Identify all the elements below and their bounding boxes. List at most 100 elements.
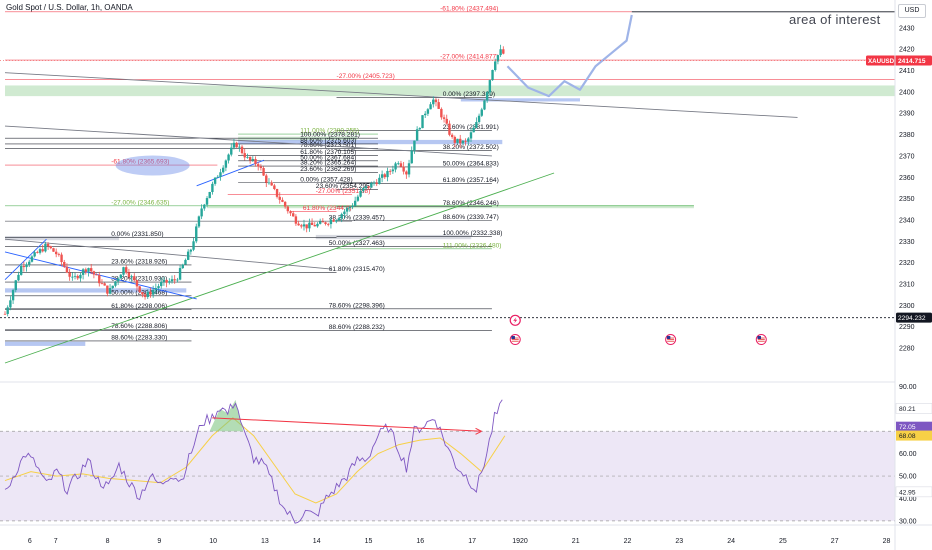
candle-body (432, 99, 435, 105)
candle-body (448, 123, 451, 135)
candle-body (337, 218, 341, 221)
candle-body (450, 134, 454, 137)
candle-body (211, 183, 214, 193)
candle-body (92, 271, 96, 275)
fib-level-label: 38.20% (2372.502) (443, 144, 499, 151)
price-tick-label: 2390 (899, 111, 915, 118)
time-tick-label: 17 (468, 538, 476, 545)
trendline (4, 238, 47, 281)
fib-level-label: 0.00% (2331.850) (111, 231, 163, 238)
fib-level-label: 61.80% (2298.006) (111, 303, 167, 310)
candle-body (87, 268, 90, 272)
fib-level-label: 50.00% (2364.833) (443, 160, 499, 167)
candle-body (388, 170, 392, 172)
candle-body (221, 167, 225, 173)
candle-body (238, 146, 241, 148)
candle-body (324, 222, 327, 224)
candle-body (125, 267, 128, 273)
candle-body (407, 163, 411, 175)
candle-body (240, 146, 244, 154)
fib-level-label: 38.20% (2339.457) (329, 215, 385, 222)
rsi-tick-label: 60.00 (899, 451, 917, 458)
candle-body (467, 138, 470, 142)
candle-body (95, 274, 98, 276)
fib-level-label: 38.20% (2310.930) (111, 276, 167, 283)
candle-body (332, 219, 335, 222)
candle-body (162, 279, 166, 282)
candle-body (300, 225, 303, 227)
time-tick-label: 13 (261, 538, 269, 545)
us-flag-canton (511, 336, 515, 340)
zone-rect (238, 139, 503, 145)
candle-body (491, 70, 494, 81)
rsi-overbought-fill (209, 399, 244, 432)
candle-body (184, 259, 187, 265)
projection-path (506, 14, 633, 98)
candle-body (178, 268, 182, 280)
candle-body (22, 266, 26, 268)
candle-body (251, 159, 255, 161)
candle-body (73, 275, 77, 277)
candle-body (321, 221, 325, 223)
candle-body (76, 275, 79, 279)
zone-rect (315, 234, 472, 240)
candle-body (405, 171, 408, 175)
candle-body (426, 109, 430, 114)
candle-body (340, 214, 343, 219)
candle-body (410, 150, 413, 164)
currency-button[interactable]: USD (898, 4, 926, 18)
candle-body (477, 115, 481, 123)
fib-level-label: -61.80% (2365.693) (111, 159, 169, 166)
candle-body (442, 117, 446, 119)
rsi-tick-label: 30.00 (899, 518, 917, 525)
candle-body (367, 186, 370, 188)
candle-body (391, 169, 395, 172)
candle-body (397, 163, 400, 165)
fib-level-label: 50.00% (2367.684) (300, 154, 356, 161)
candle-body (173, 279, 176, 281)
fib-level-label: 0.00% (2357.428) (300, 176, 352, 183)
fib-level-label: 88.60% (2283.330) (111, 334, 167, 341)
time-tick-label: 7 (54, 538, 58, 545)
candle-body (316, 223, 319, 227)
candle-body (79, 274, 82, 279)
candle-body (68, 272, 71, 277)
candle-body (327, 223, 330, 225)
zone-rect (460, 98, 580, 102)
candle-body (160, 281, 163, 287)
symbol-badge: XAUUSD (868, 58, 895, 65)
time-tick-label: 22 (624, 538, 632, 545)
fib-level-label: 50.00% (2304.468) (111, 289, 167, 296)
fib-level-label: 38.20% (2365.264) (300, 160, 356, 167)
us-flag-canton (666, 336, 671, 340)
price-tick-label: 2430 (899, 25, 915, 32)
divergence-arrow-head (475, 427, 482, 435)
candle-body (281, 199, 284, 202)
candle-body (63, 262, 66, 267)
fib-level-label: 50.00% (2327.463) (329, 240, 385, 247)
price-tick-label: 2310 (899, 282, 915, 289)
candle-body (267, 182, 271, 184)
candle-body (208, 192, 211, 199)
candle-body (116, 278, 120, 282)
fib-level-label: -27.00% (2405.723) (337, 73, 395, 80)
candle-body (424, 113, 427, 116)
time-tick-label: 9 (157, 538, 161, 545)
candle-body (445, 118, 448, 124)
crosshair-price-badge: 2294.232 (898, 315, 926, 322)
candle-body (496, 55, 500, 62)
candle-body (49, 246, 52, 249)
candle-body (38, 249, 42, 253)
candle-body (440, 108, 443, 118)
rsi-ma-line (4, 417, 506, 504)
candle-body (429, 104, 432, 110)
candle-body (168, 281, 171, 283)
rsi-value-badge-bg (896, 421, 932, 432)
candle-body (308, 222, 311, 229)
candle-body (100, 283, 104, 285)
candle-body (33, 252, 36, 257)
trendline (4, 251, 197, 300)
candle-body (415, 129, 419, 141)
candle-body (292, 213, 295, 217)
